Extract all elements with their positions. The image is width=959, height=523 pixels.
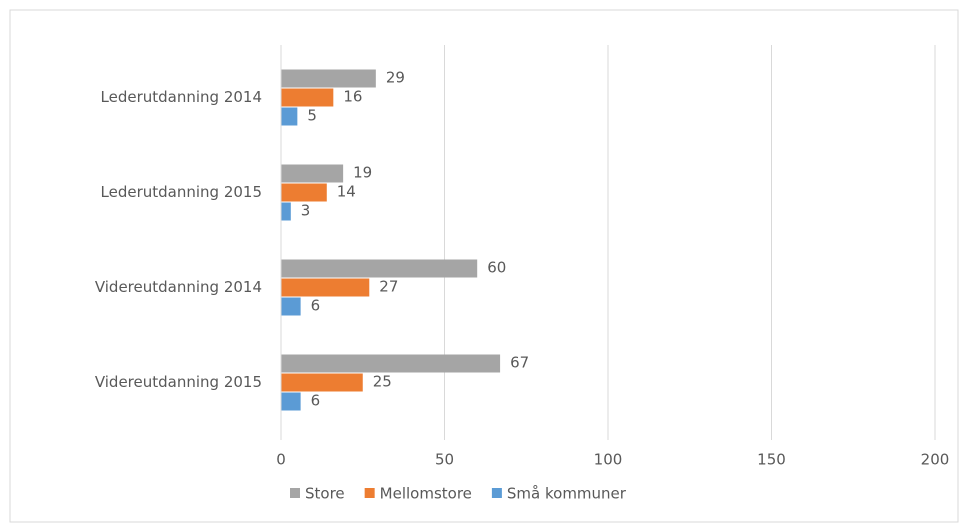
bar <box>281 88 334 107</box>
data-label: 5 <box>307 107 317 125</box>
data-label: 25 <box>373 373 392 391</box>
data-label: 60 <box>487 259 506 277</box>
legend-label: Store <box>305 485 345 503</box>
bar <box>281 259 478 278</box>
x-tick-label: 50 <box>435 451 454 469</box>
data-label: 6 <box>311 297 321 315</box>
legend-label: Små kommuner <box>507 485 627 503</box>
y-tick-label: Videreutdanning 2015 <box>95 373 262 391</box>
legend-swatch <box>491 488 502 498</box>
data-label: 19 <box>353 164 372 182</box>
bar <box>281 297 301 316</box>
bar <box>281 164 344 183</box>
legend-label: Mellomstore <box>380 485 472 503</box>
bar <box>281 278 370 297</box>
bar <box>281 202 291 221</box>
data-label: 27 <box>379 278 398 296</box>
bar <box>281 183 327 202</box>
bar <box>281 69 376 88</box>
x-tick-label: 100 <box>594 451 623 469</box>
data-label: 14 <box>337 183 356 201</box>
bar <box>281 107 298 126</box>
data-label: 67 <box>510 354 529 372</box>
bar <box>281 392 301 411</box>
y-tick-label: Videreutdanning 2014 <box>95 278 262 296</box>
legend-swatch <box>364 488 375 498</box>
legend-swatch <box>290 488 300 498</box>
y-tick-label: Lederutdanning 2014 <box>101 88 263 106</box>
data-label: 29 <box>386 69 405 87</box>
bar <box>281 354 501 373</box>
bar <box>281 373 363 392</box>
x-tick-label: 150 <box>757 451 786 469</box>
y-tick-label: Lederutdanning 2015 <box>101 183 263 201</box>
chart-frame <box>9 9 959 523</box>
data-label: 16 <box>343 88 362 106</box>
data-label: 3 <box>301 202 311 220</box>
x-tick-label: 0 <box>276 451 286 469</box>
x-tick-label: 200 <box>921 451 950 469</box>
data-label: 6 <box>311 392 321 410</box>
